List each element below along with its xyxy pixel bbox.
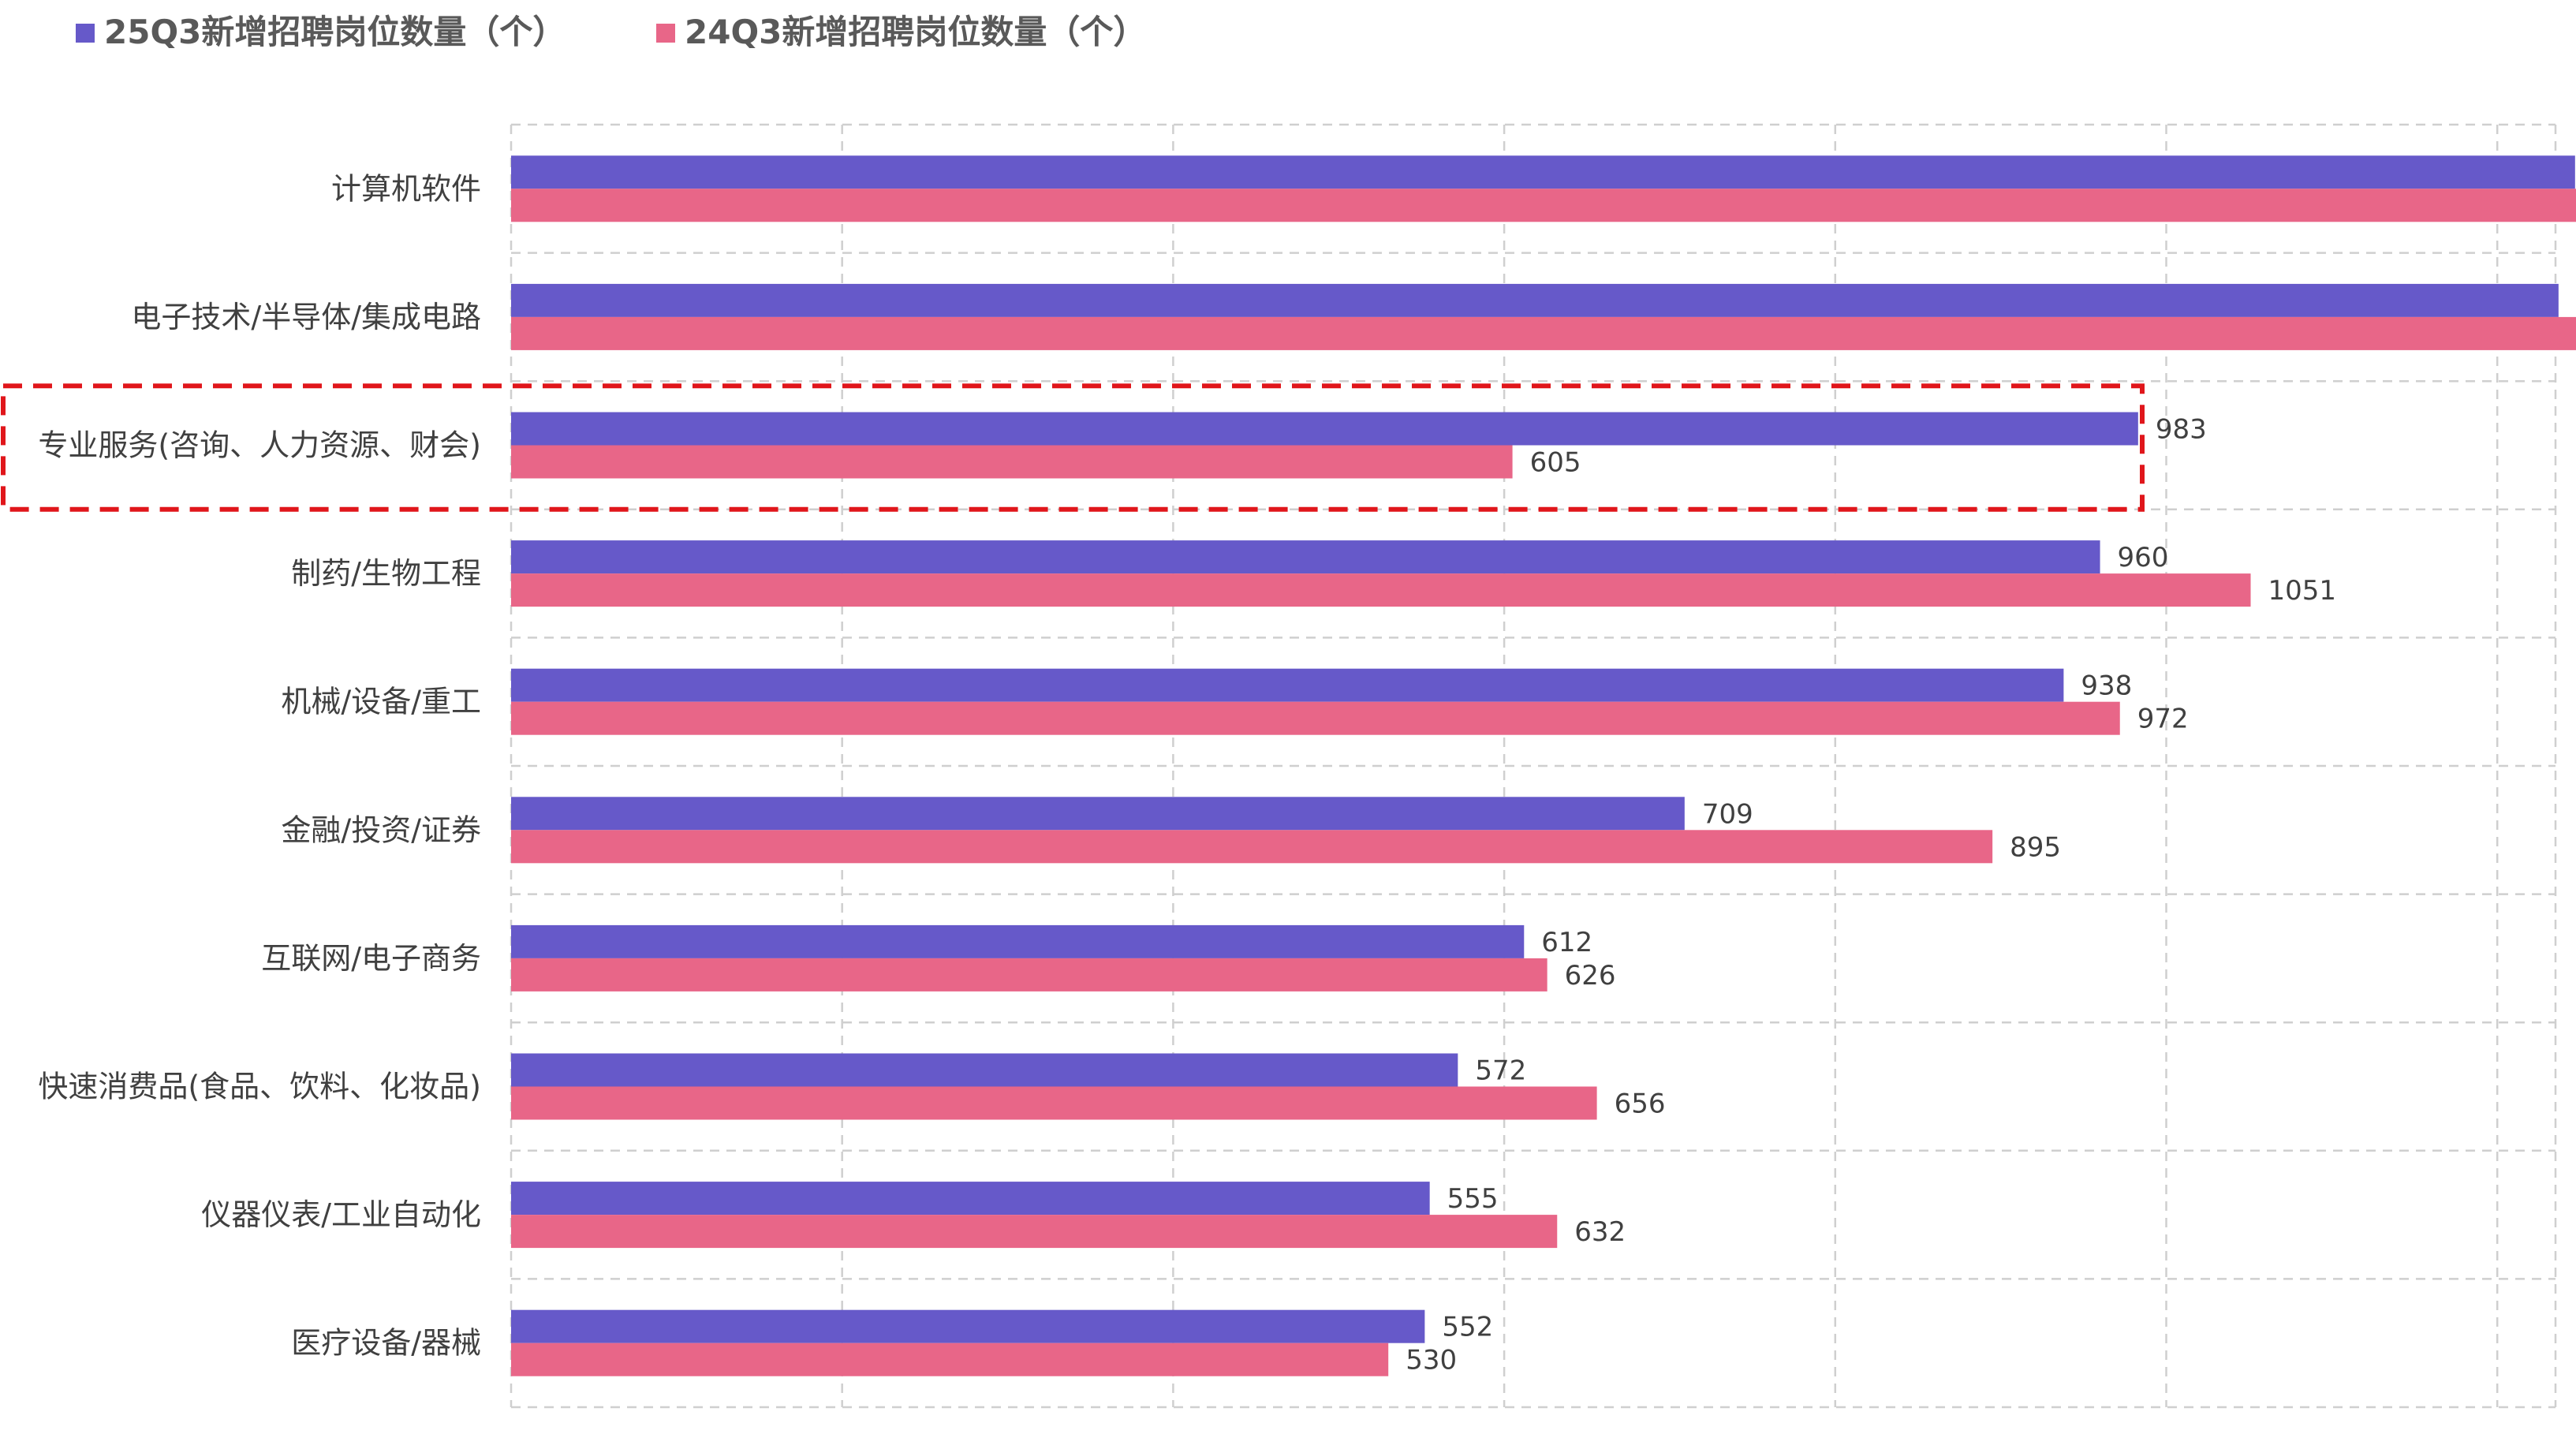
legend-label: 24Q3新增招聘岗位数量（个） [685,13,1146,51]
bars-group [511,155,2576,1376]
value-label: 960 [2118,542,2169,573]
value-label: 656 [1615,1089,1666,1120]
category-label: 制药/生物工程 [291,556,481,591]
category-label: 计算机软件 [331,171,481,206]
value-label: 1051 [2268,575,2337,607]
value-label: 709 [1702,798,1753,830]
category-label: 快速消费品(食品、饮料、化妆品) [38,1070,481,1104]
legend: 25Q3新增招聘岗位数量（个） 24Q3新增招聘岗位数量（个） [76,13,1146,51]
bar-24q3 [511,830,1993,864]
bar-25q3 [511,1182,1430,1216]
value-label: 605 [1530,447,1581,479]
category-label: 医疗设备/器械 [291,1326,481,1361]
bar-25q3 [511,924,1525,958]
bar-24q3 [511,1343,1389,1376]
value-label: 552 [1442,1312,1493,1343]
bar-24q3 [511,316,2576,350]
bar-24q3 [511,189,2576,222]
bar-25q3 [511,412,2138,446]
highlight-box-group [1,383,2145,512]
value-label: 612 [1541,927,1592,958]
category-label: 电子技术/半导体/集成电路 [131,300,481,334]
legend-swatch [76,24,95,43]
bar-25q3 [511,155,2575,189]
category-label: 机械/设备/重工 [281,685,481,719]
value-label: 895 [2010,831,2061,863]
bar-24q3 [511,445,1513,479]
bar-24q3 [511,1086,1597,1120]
category-label: 专业服务(咨询、人力资源、财会) [38,428,481,463]
bar-25q3 [511,1309,1425,1343]
category-label: 仪器仪表/工业自动化 [201,1197,481,1232]
category-label: 金融/投资/证券 [281,812,481,847]
bar-25q3 [511,668,2064,702]
bar-24q3 [511,958,1547,991]
bar-25q3 [511,283,2559,317]
value-label: 983 [2156,414,2207,446]
bar-24q3 [511,573,2251,607]
bar-25q3 [511,797,1685,831]
value-label: 530 [1406,1345,1457,1376]
value-label: 555 [1447,1183,1499,1215]
bar-24q3 [511,701,2120,735]
bar-25q3 [511,540,2100,574]
value-labels-group: 1247130712371308983605960105193897270989… [1406,286,2576,1376]
bar-25q3 [511,1053,1458,1087]
highlight-box [1,383,2145,512]
value-label: 572 [1475,1055,1526,1087]
value-label: 938 [2081,670,2132,702]
value-label: 972 [2137,704,2189,735]
legend-swatch [656,24,675,43]
legend-label: 25Q3新增招聘岗位数量（个） [104,13,566,51]
category-label: 互联网/电子商务 [261,941,481,976]
bar-24q3 [511,1215,1558,1249]
value-label: 632 [1574,1216,1626,1248]
value-label: 626 [1565,960,1616,991]
